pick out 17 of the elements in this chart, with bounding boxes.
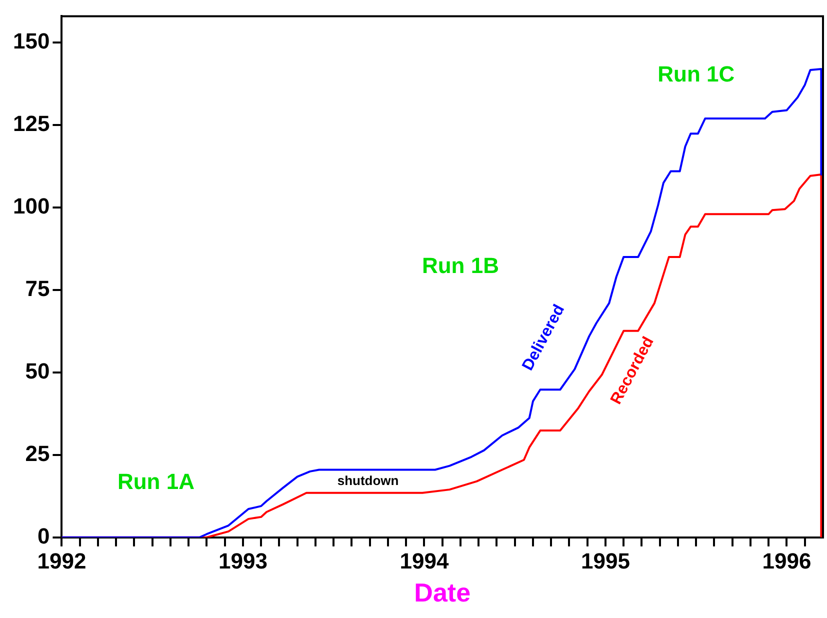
y-tick-label: 0 <box>37 523 50 548</box>
annotation: Run 1B <box>422 252 499 278</box>
annotation: Run 1A <box>117 469 195 494</box>
x-tick-label: 1995 <box>581 548 630 574</box>
x-tick-label: 1996 <box>762 548 812 574</box>
y-tick-label: 100 <box>12 194 50 219</box>
y-tick-label: 150 <box>12 28 50 54</box>
annotation: Run 1C <box>658 62 735 87</box>
x-tick-label: 1992 <box>37 548 86 574</box>
y-tick-label: 125 <box>12 111 50 136</box>
y-tick-label: 75 <box>25 276 50 302</box>
x-axis-title: Date <box>414 578 471 608</box>
x-tick-label: 1993 <box>218 548 268 574</box>
y-tick-label: 50 <box>25 358 50 384</box>
annotation: shutdown <box>337 472 399 488</box>
x-tick-label: 1994 <box>400 548 450 574</box>
y-tick-label: 25 <box>25 440 50 466</box>
